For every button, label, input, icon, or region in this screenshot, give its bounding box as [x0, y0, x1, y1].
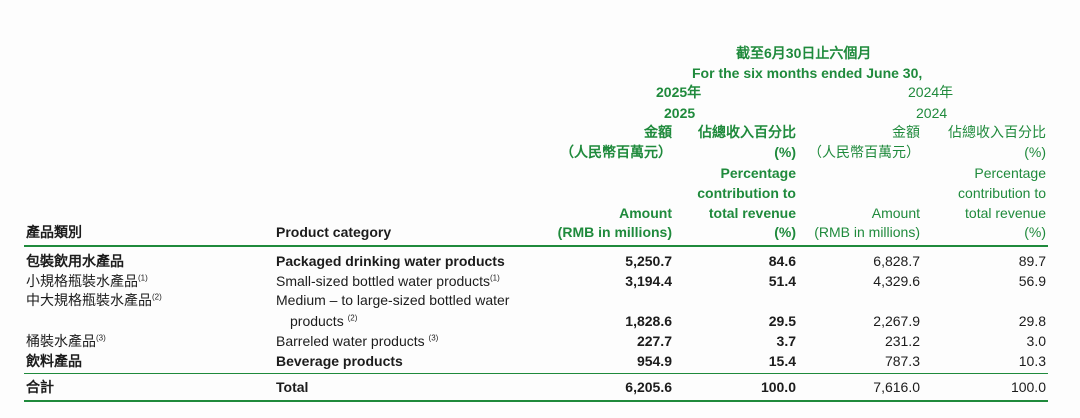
total-bottom-rule [24, 400, 1048, 402]
cell-pct-2024: 29.8 [1018, 313, 1046, 329]
cell-amount-2025: 1,828.6 [625, 313, 672, 329]
cell-pct-2025: 51.4 [768, 273, 796, 289]
amount-2025-unit-zh: （人民幣百萬元） [560, 144, 672, 160]
cell-pct-2025: 3.7 [776, 333, 796, 349]
pct-2024-zh-unit: (%) [1024, 144, 1046, 160]
total-pct-2024: 100.0 [1010, 379, 1046, 395]
pct-2024-zh: 佔總收入百分比 [948, 124, 1046, 140]
cell-pct-2024: 56.9 [1018, 273, 1046, 289]
cell-amount-2024: 231.2 [884, 333, 920, 349]
pct-2024-en-3: total revenue [965, 205, 1046, 221]
amount-2024-en-1: Amount [871, 205, 920, 221]
row-zh: 包裝飲用水產品 [26, 253, 124, 269]
pct-2025-en-1: Percentage [720, 165, 796, 181]
row-zh: 小規格瓶裝水產品(1) [26, 273, 148, 289]
total-amount-2024: 7,616.0 [873, 379, 920, 395]
pct-2025-en-3: total revenue [708, 205, 796, 221]
cell-amount-2024: 2,267.9 [873, 313, 920, 329]
pct-2024-en-2: contribution to [958, 185, 1046, 201]
row-en: Medium – to large-sized bottled water [276, 292, 510, 308]
pct-2024-en-1: Percentage [974, 165, 1046, 181]
footnote-ref: (3) [96, 333, 106, 343]
row-zh: 飲料產品 [26, 353, 82, 369]
pct-2024-en-4: (%) [1024, 224, 1046, 240]
year-2025-zh: 2025年 [656, 84, 702, 100]
year-2025-en: 2025 [664, 105, 696, 121]
cell-amount-2025: 954.9 [636, 353, 672, 369]
col-category-en: Product category [276, 224, 392, 240]
total-top-rule [24, 373, 1048, 374]
period-title-zh: 截至6月30日止六個月 [736, 45, 872, 61]
total-zh: 合計 [26, 379, 54, 395]
total-pct-2025: 100.0 [760, 379, 796, 395]
cell-pct-2024: 10.3 [1018, 353, 1046, 369]
total-en: Total [276, 379, 309, 395]
pct-2025-en-2: contribution to [697, 185, 796, 201]
cell-pct-2025: 15.4 [768, 353, 796, 369]
row-zh: 桶裝水產品(3) [26, 333, 106, 349]
pct-2025-zh-unit: (%) [774, 144, 796, 160]
amount-2025-en-2: (RMB in millions) [557, 224, 672, 240]
row-en-cont: products (2) [290, 313, 358, 329]
amount-2025-zh: 金額 [644, 124, 672, 140]
footnote-ref: (2) [152, 292, 162, 302]
cell-amount-2024: 6,828.7 [873, 253, 920, 269]
amount-2024-zh: 金額 [892, 124, 920, 140]
cell-pct-2024: 89.7 [1018, 253, 1046, 269]
cell-amount-2025: 5,250.7 [625, 253, 672, 269]
footnote-ref: (3) [428, 333, 439, 343]
year-2024-en: 2024 [916, 105, 948, 121]
row-zh: 中大規格瓶裝水產品(2) [26, 292, 162, 308]
footnote-ref: (2) [347, 313, 358, 323]
total-amount-2025: 6,205.6 [625, 379, 672, 395]
pct-2025-zh: 佔總收入百分比 [698, 124, 796, 140]
period-title-en: For the six months ended June 30, [692, 65, 923, 81]
amount-2025-en-1: Amount [619, 205, 672, 221]
cell-pct-2025: 84.6 [768, 253, 796, 269]
row-en: Packaged drinking water products [276, 253, 505, 269]
row-en: Small-sized bottled water products(1) [276, 273, 500, 289]
col-category-zh: 產品類別 [26, 224, 82, 240]
cell-amount-2025: 227.7 [636, 333, 672, 349]
cell-pct-2024: 3.0 [1026, 333, 1046, 349]
row-en: Barreled water products (3) [276, 333, 439, 349]
header-rule [24, 245, 1048, 247]
amount-2024-en-2: (RMB in millions) [814, 224, 920, 240]
footnote-ref: (1) [490, 273, 500, 283]
cell-pct-2025: 29.5 [768, 313, 796, 329]
amount-2024-unit-zh: （人民幣百萬元） [808, 144, 920, 160]
cell-amount-2024: 787.3 [884, 353, 920, 369]
cell-amount-2024: 4,329.6 [873, 273, 920, 289]
footnote-ref: (1) [138, 273, 148, 283]
cell-amount-2025: 3,194.4 [625, 273, 672, 289]
pct-2025-en-4: (%) [774, 224, 796, 240]
year-2024-zh: 2024年 [908, 84, 954, 100]
row-en: Beverage products [276, 353, 403, 369]
